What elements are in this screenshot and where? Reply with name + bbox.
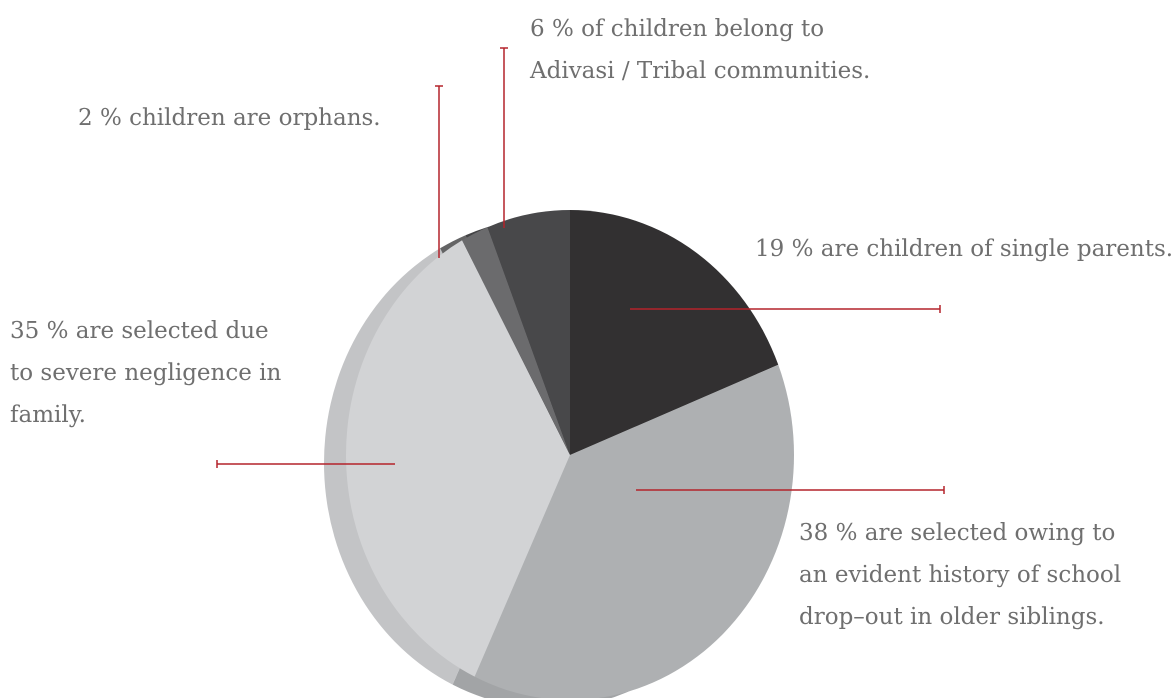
pie-slice-single_parents: [570, 210, 779, 455]
label-line: 35 % are selected due: [10, 318, 269, 344]
pie-slice-orphans: [462, 227, 570, 455]
label-tribal: 6 % of children belong to Adivasi / Trib…: [530, 8, 870, 92]
label-negligence: 35 % are selected due to severe negligen…: [10, 310, 281, 436]
label-orphans: 2 % children are orphans.: [78, 97, 381, 139]
label-line: drop–out in older siblings.: [799, 604, 1105, 630]
label-line: 6 % of children belong to: [530, 16, 825, 42]
label-line: to severe negligence in: [10, 360, 282, 386]
pie-slice-tribal: [487, 210, 570, 455]
label-line: 19 % are children of single parents.: [755, 236, 1174, 262]
label-line: an evident history of school: [799, 562, 1122, 588]
pie-slices: [346, 210, 794, 698]
label-line: Adivasi / Tribal communities.: [530, 58, 871, 84]
pie-slice-school_dropout: [474, 364, 794, 698]
label-school-dropout: 38 % are selected owing to an evident hi…: [799, 512, 1121, 638]
label-single-parents: 19 % are children of single parents.: [755, 228, 1173, 270]
label-line: family.: [10, 402, 86, 428]
leader-lines: [216, 47, 945, 494]
pie-slice-negligence: [346, 240, 570, 677]
label-line: 2 % children are orphans.: [78, 105, 381, 131]
label-line: 38 % are selected owing to: [799, 520, 1116, 546]
